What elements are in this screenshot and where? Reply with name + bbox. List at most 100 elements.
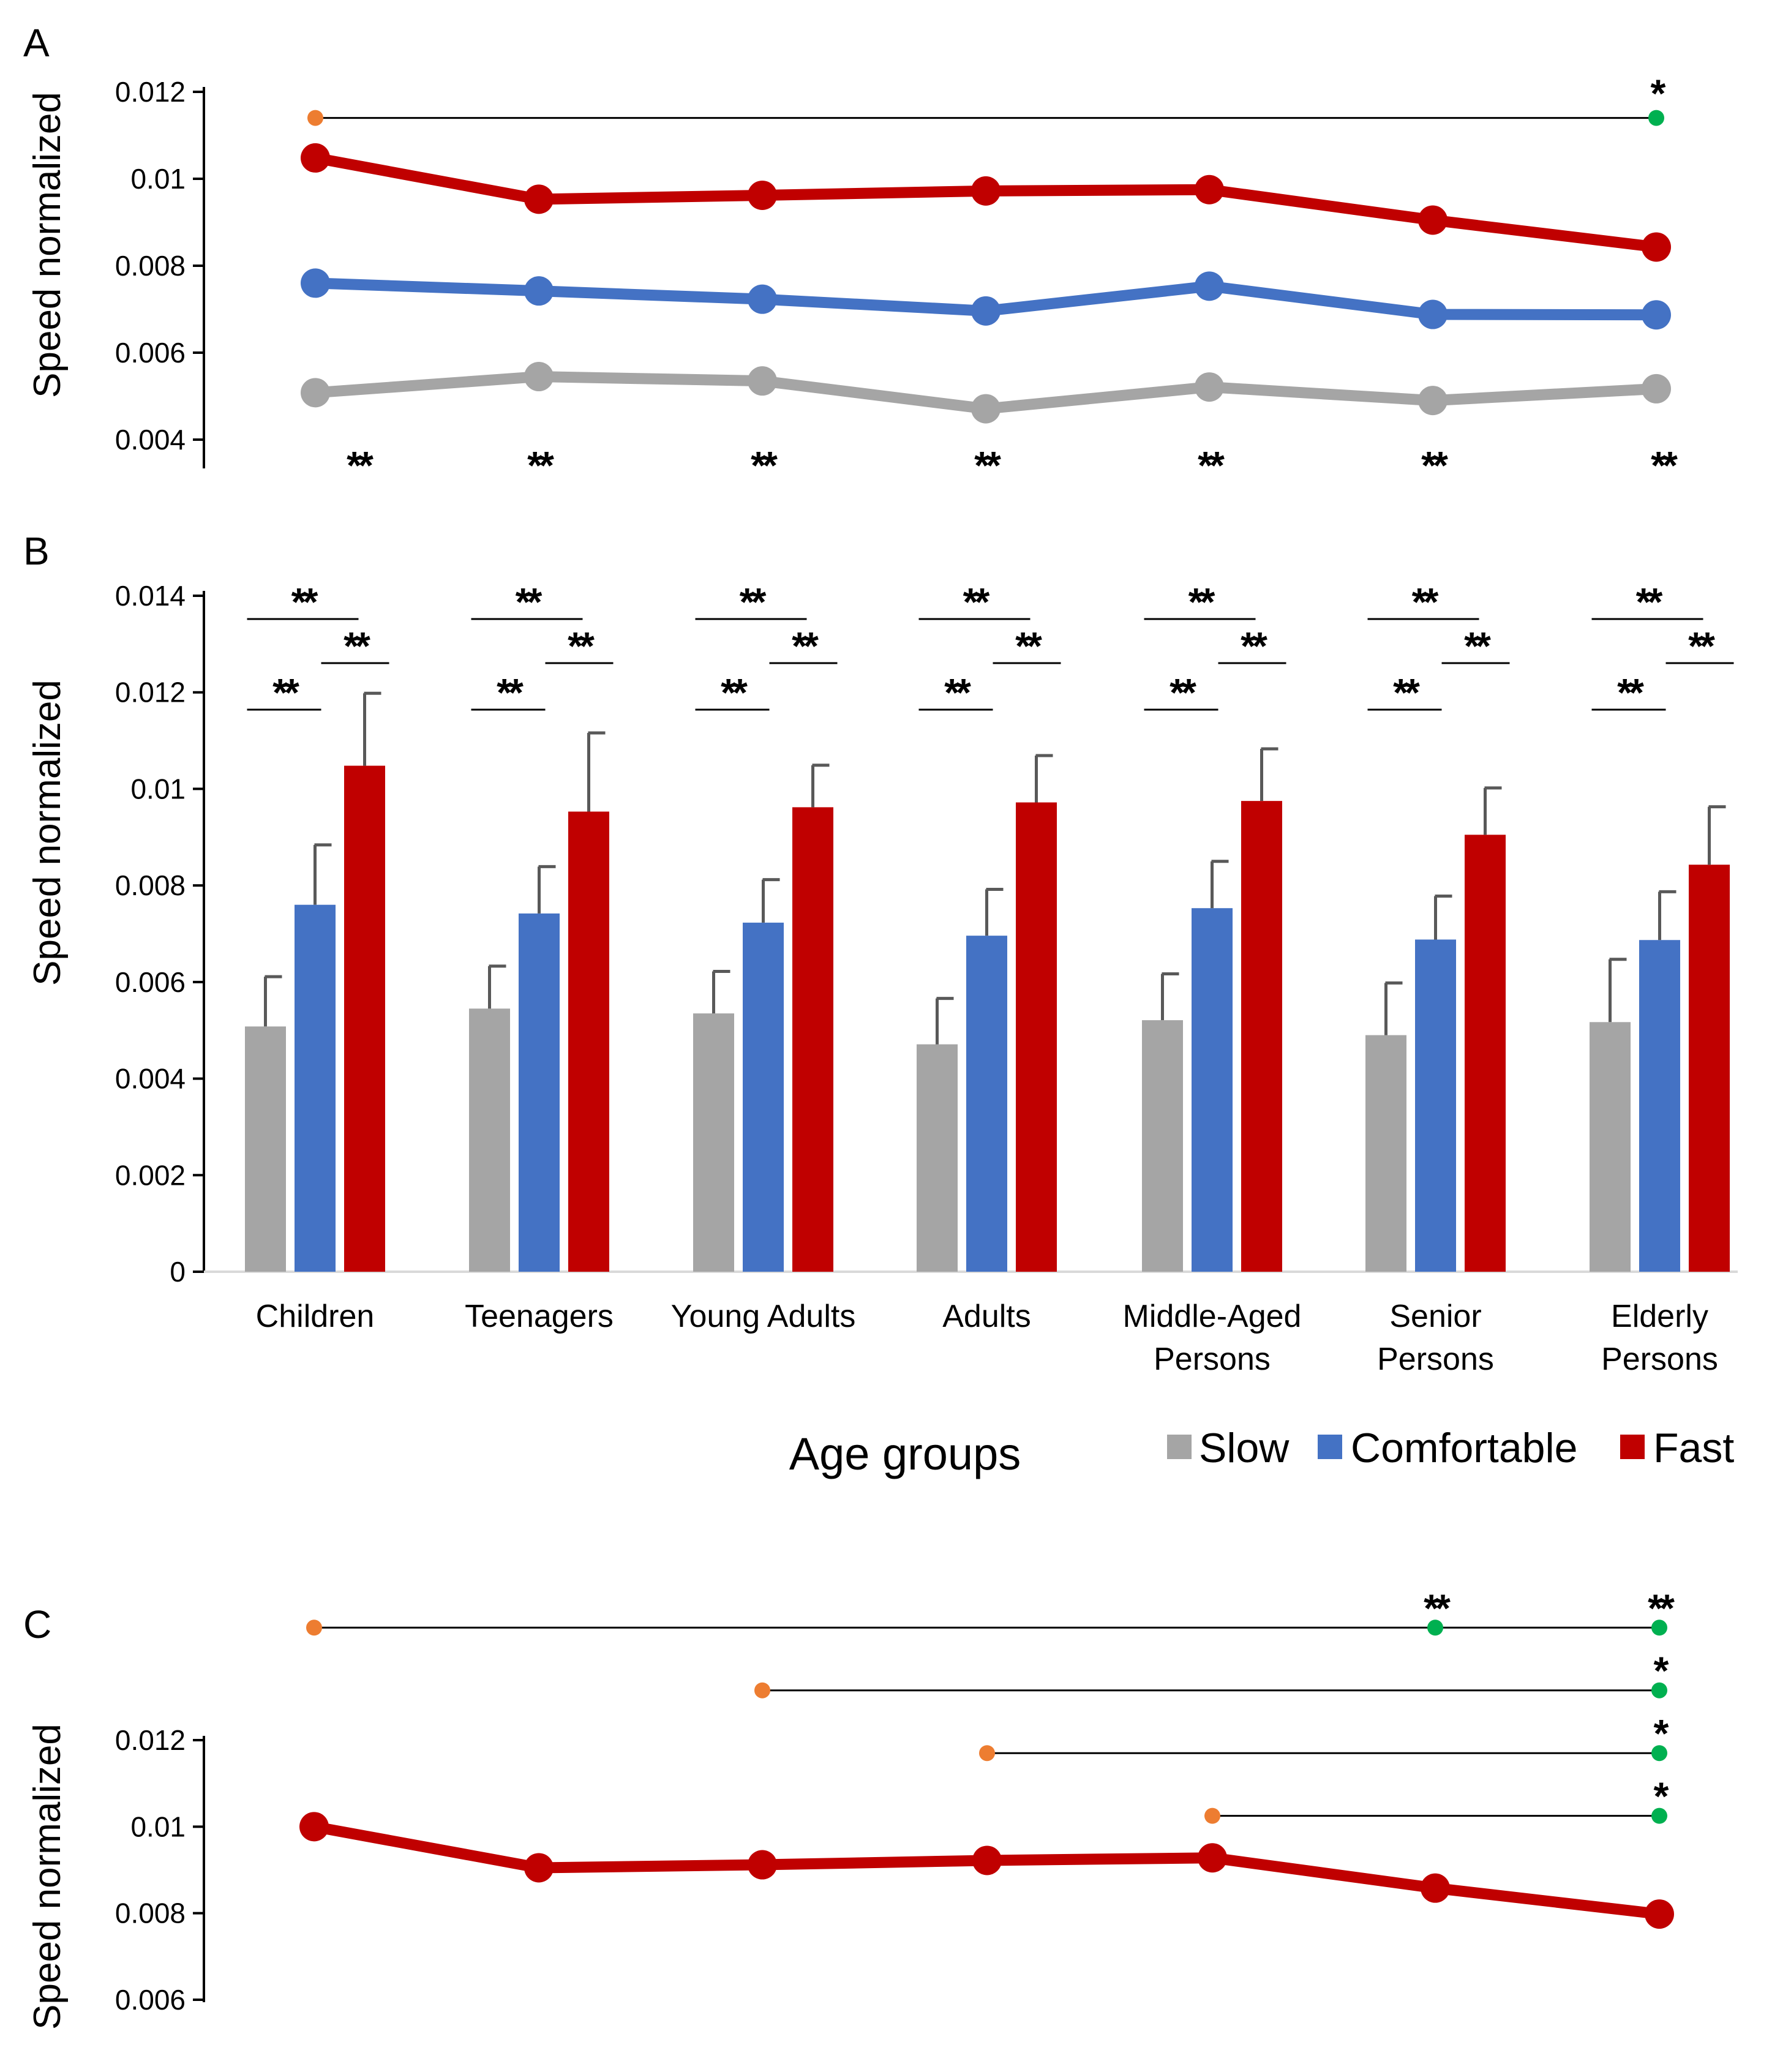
panel-c-point-fast-senior-persons — [1421, 1873, 1450, 1903]
panel-a-point-slow-teenagers — [524, 362, 554, 392]
panel-c-comparison-end-marker — [1651, 1807, 1667, 1824]
panel-b-y-tick-label: 0.006 — [115, 966, 186, 998]
x-category-label-young-adults: Young Adults — [671, 1299, 856, 1334]
significance-star-slow-vs-fast: ** — [1188, 580, 1215, 624]
significance-star-slow-vs-fast: ** — [963, 580, 990, 624]
significance-star-comfortable-vs-fast: ** — [344, 624, 370, 668]
legend-label-slow: Slow — [1199, 1425, 1290, 1471]
bar-fast-young-adults — [792, 807, 833, 1272]
panel-c-point-fast-young-adults — [748, 1850, 777, 1880]
panel-c-point-fast-children — [299, 1812, 329, 1842]
bar-fast-elderly-persons — [1689, 865, 1730, 1272]
panel-a-significance-star: ** — [974, 443, 1001, 487]
significance-star-slow-vs-fast: ** — [516, 580, 543, 624]
x-category-label-teenagers: Teenagers — [465, 1299, 614, 1334]
panel-a-comparison-end-marker — [1648, 110, 1664, 126]
x-category-label-elderly-persons: Persons — [1601, 1342, 1718, 1377]
panel-c-y-tick-label: 0.006 — [115, 1984, 186, 2016]
panel-a-point-slow-senior-persons — [1418, 386, 1447, 416]
panel-b: B Speed normalized Age groups Slow Comfo… — [23, 529, 1738, 1479]
panel-c-y-tick-label: 0.01 — [130, 1811, 186, 1842]
panel-c-y-tick-label: 0.012 — [115, 1724, 186, 1756]
panel-a-point-comfortable-middle-aged-persons — [1195, 271, 1224, 301]
bar-comfortable-middle-aged-persons — [1192, 908, 1233, 1272]
x-category-label-middle-aged-persons: Persons — [1154, 1342, 1271, 1377]
bar-slow-middle-aged-persons — [1142, 1020, 1183, 1272]
panel-a-y-tick-label: 0.012 — [115, 76, 186, 108]
x-category-label-children: Children — [256, 1299, 375, 1334]
panel-a-point-slow-young-adults — [748, 366, 777, 396]
panel-c-comparison-star: * — [1654, 1649, 1669, 1693]
significance-star-comfortable-vs-fast: ** — [792, 624, 819, 668]
panel-a-point-slow-adults — [971, 394, 1001, 424]
x-category-label-adults: Adults — [942, 1299, 1031, 1334]
panel-a-point-fast-children — [301, 143, 330, 173]
panel-a-point-comfortable-adults — [971, 296, 1001, 326]
panel-c-letter: C — [23, 1602, 51, 1646]
panel-a-y-tick-label: 0.01 — [130, 163, 186, 195]
bar-fast-teenagers — [568, 811, 609, 1272]
panel-a-significance-star: ** — [347, 443, 374, 487]
bar-comfortable-adults — [966, 936, 1007, 1272]
significance-star-slow-vs-comfortable: ** — [944, 670, 971, 715]
panel-a-letter: A — [23, 21, 50, 65]
panel-c-comparison-star: ** — [1424, 1586, 1451, 1630]
panel-a-y-tick-label: 0.004 — [115, 424, 186, 456]
panel-b-y-tick-label: 0.014 — [115, 580, 186, 612]
panel-c-comparison-start-marker — [1204, 1807, 1220, 1824]
panel-a-comparison-start-marker — [307, 110, 323, 126]
panel-c-comparison-star: ** — [1648, 1586, 1675, 1630]
panel-a-point-fast-teenagers — [524, 184, 554, 214]
panel-c-point-fast-teenagers — [524, 1853, 554, 1883]
panel-c-y-axis-label: Speed normalized — [26, 1724, 69, 2030]
panel-a-point-comfortable-elderly-persons — [1642, 300, 1671, 330]
legend-label-comfortable: Comfortable — [1351, 1425, 1577, 1471]
panel-a-significance-star: ** — [527, 443, 554, 487]
panel-c-point-fast-middle-aged-persons — [1198, 1843, 1227, 1873]
legend-swatch-fast — [1620, 1435, 1645, 1459]
legend-swatch-slow — [1167, 1435, 1192, 1459]
panel-c-y-tick-label: 0.008 — [115, 1897, 186, 1929]
bar-slow-children — [245, 1026, 286, 1272]
bar-fast-senior-persons — [1465, 835, 1506, 1272]
panel-b-y-tick-label: 0.012 — [115, 677, 186, 708]
panel-c-point-fast-elderly-persons — [1645, 1899, 1674, 1929]
significance-star-comfortable-vs-fast: ** — [1464, 624, 1491, 668]
bar-fast-children — [344, 765, 385, 1272]
panel-c-comparison-end-marker — [1651, 1682, 1667, 1699]
panel-c: C Speed normalized 0.0060.0080.010.012**… — [23, 1586, 1678, 2030]
panel-a-point-fast-elderly-persons — [1642, 232, 1671, 262]
legend-swatch-comfortable — [1318, 1435, 1342, 1459]
panel-b-y-tick-label: 0 — [170, 1256, 186, 1288]
significance-star-slow-vs-fast: ** — [291, 580, 318, 624]
significance-star-slow-vs-comfortable: ** — [1170, 670, 1196, 715]
significance-star-slow-vs-comfortable: ** — [272, 670, 299, 715]
significance-star-slow-vs-fast: ** — [740, 580, 767, 624]
panel-a-y-axis-label: Speed normalized — [26, 92, 69, 398]
panel-a-point-fast-middle-aged-persons — [1195, 175, 1224, 205]
panel-a-point-comfortable-young-adults — [748, 284, 777, 314]
bar-slow-teenagers — [469, 1008, 510, 1272]
significance-star-slow-vs-comfortable: ** — [1393, 670, 1420, 715]
bar-fast-middle-aged-persons — [1241, 801, 1282, 1272]
significance-star-comfortable-vs-fast: ** — [1015, 624, 1042, 668]
significance-star-comfortable-vs-fast: ** — [1688, 624, 1715, 668]
panel-b-y-axis-label: Speed normalized — [26, 680, 69, 986]
panel-a-significance-star: ** — [1198, 443, 1225, 487]
panel-b-y-tick-label: 0.01 — [130, 773, 186, 805]
x-category-label-senior-persons: Persons — [1377, 1342, 1494, 1377]
panel-a-point-comfortable-children — [301, 268, 330, 298]
significance-star-slow-vs-fast: ** — [1636, 580, 1663, 624]
bar-comfortable-elderly-persons — [1639, 940, 1680, 1272]
panel-a-comparison-star: * — [1651, 72, 1666, 116]
panel-a-significance-star: ** — [1421, 443, 1448, 487]
bar-slow-senior-persons — [1365, 1035, 1406, 1272]
panel-b-y-tick-label: 0.004 — [115, 1063, 186, 1095]
panel-c-comparison-star: * — [1654, 1774, 1669, 1819]
panel-a-point-slow-middle-aged-persons — [1195, 372, 1224, 402]
panel-a-point-slow-elderly-persons — [1642, 373, 1671, 404]
x-category-label-middle-aged-persons: Middle-Aged — [1123, 1299, 1302, 1334]
legend-label-fast: Fast — [1653, 1425, 1734, 1471]
panel-a: A Speed normalized 0.004 0.006 0.008 0.01 0.… — [23, 21, 1681, 487]
